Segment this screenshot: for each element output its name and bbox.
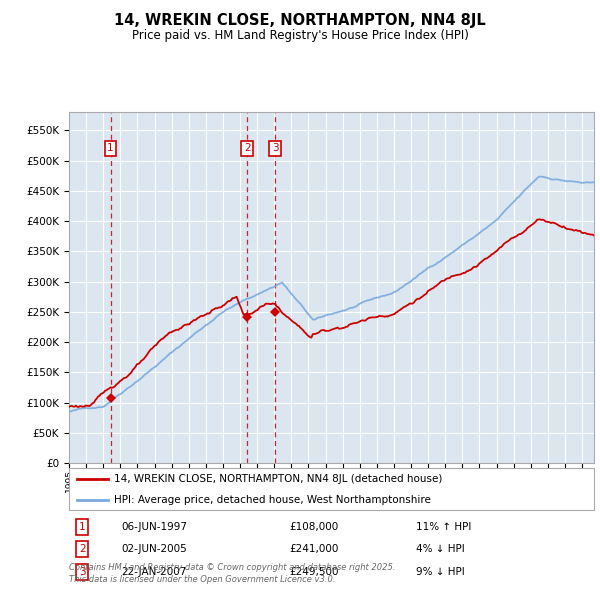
Text: 11% ↑ HPI: 11% ↑ HPI	[415, 522, 471, 532]
FancyBboxPatch shape	[69, 468, 594, 510]
Text: £241,000: £241,000	[290, 544, 339, 554]
Text: HPI: Average price, detached house, West Northamptonshire: HPI: Average price, detached house, West…	[113, 495, 431, 504]
Text: 1: 1	[107, 143, 114, 153]
Text: 22-JAN-2007: 22-JAN-2007	[121, 566, 187, 576]
Text: 14, WREKIN CLOSE, NORTHAMPTON, NN4 8JL (detached house): 14, WREKIN CLOSE, NORTHAMPTON, NN4 8JL (…	[113, 474, 442, 484]
Text: 3: 3	[79, 566, 85, 576]
Text: Contains HM Land Registry data © Crown copyright and database right 2025.
This d: Contains HM Land Registry data © Crown c…	[69, 563, 395, 584]
Text: 02-JUN-2005: 02-JUN-2005	[121, 544, 187, 554]
Text: 14, WREKIN CLOSE, NORTHAMPTON, NN4 8JL: 14, WREKIN CLOSE, NORTHAMPTON, NN4 8JL	[114, 13, 486, 28]
Text: 3: 3	[272, 143, 278, 153]
Text: 2: 2	[79, 544, 85, 554]
Text: 4% ↓ HPI: 4% ↓ HPI	[415, 544, 464, 554]
Text: 2: 2	[244, 143, 251, 153]
Text: £249,500: £249,500	[290, 566, 339, 576]
Text: Price paid vs. HM Land Registry's House Price Index (HPI): Price paid vs. HM Land Registry's House …	[131, 30, 469, 42]
Text: 1: 1	[79, 522, 85, 532]
Text: 06-JUN-1997: 06-JUN-1997	[121, 522, 187, 532]
Text: 9% ↓ HPI: 9% ↓ HPI	[415, 566, 464, 576]
Text: £108,000: £108,000	[290, 522, 339, 532]
